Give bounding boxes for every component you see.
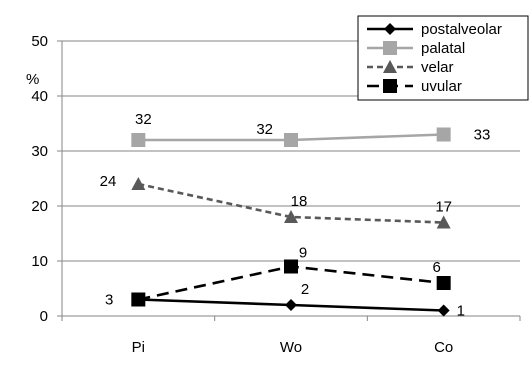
data-label-palatal-pi: 32 (135, 111, 152, 128)
y-tick-label-40: 40 (31, 88, 48, 105)
marker-velar-wo (284, 210, 298, 223)
x-tick-label-co: Co (434, 339, 453, 356)
data-label-velar-wo: 18 (291, 193, 308, 210)
data-label-uvular-pi: 3 (105, 292, 113, 309)
marker-postalveolar-wo (285, 299, 297, 311)
marker-uvular-co (436, 276, 451, 290)
data-label-uvular-co: 6 (432, 259, 440, 276)
legend-label-velar: velar (421, 59, 454, 76)
data-label-postalveolar-co: 1 (457, 303, 465, 320)
y-tick-label-0: 0 (40, 308, 48, 325)
data-label-palatal-wo: 32 (256, 121, 273, 138)
legend-label-uvular: uvular (421, 78, 462, 95)
marker-palatal-co (436, 127, 451, 142)
data-label-palatal-co: 33 (474, 127, 491, 144)
y-tick-label-30: 30 (31, 143, 48, 160)
series-line-velar (138, 182, 444, 224)
marker-uvular-wo (284, 259, 298, 274)
y-axis-label: % (26, 71, 39, 88)
marker-palatal-wo (284, 133, 298, 147)
y-tick-label-50: 50 (31, 33, 48, 50)
gridlines (62, 40, 520, 262)
legend-marker-postalveolar (384, 23, 396, 35)
data-label-velar-co: 17 (435, 199, 452, 216)
marker-velar-co (436, 215, 451, 229)
marker-uvular-pi (131, 292, 146, 307)
legend-label-palatal: palatal (421, 40, 465, 57)
data-label-velar-pi: 24 (100, 173, 117, 190)
x-tick-label-pi: Pi (132, 339, 145, 356)
data-labels: 2 1 32 32 33 24 18 17 3 9 6 (100, 111, 491, 320)
y-tick-label-20: 20 (31, 198, 48, 215)
data-label-uvular-wo: 9 (299, 245, 307, 262)
data-label-postalveolar-wo: 2 (301, 281, 309, 298)
marker-postalveolar-co (437, 304, 450, 317)
series-layer (131, 127, 451, 317)
y-tick-label-10: 10 (31, 253, 48, 270)
marker-palatal-pi (131, 133, 146, 147)
legend: postalveolar palatal velar uvular (357, 15, 529, 101)
legend-marker-velar (383, 60, 397, 73)
legend-label-postalveolar: postalveolar (421, 21, 502, 38)
legend-marker-palatal (383, 41, 397, 55)
x-tick-label-wo: Wo (280, 339, 302, 356)
marker-velar-pi (131, 177, 146, 190)
legend-marker-uvular (383, 79, 397, 93)
